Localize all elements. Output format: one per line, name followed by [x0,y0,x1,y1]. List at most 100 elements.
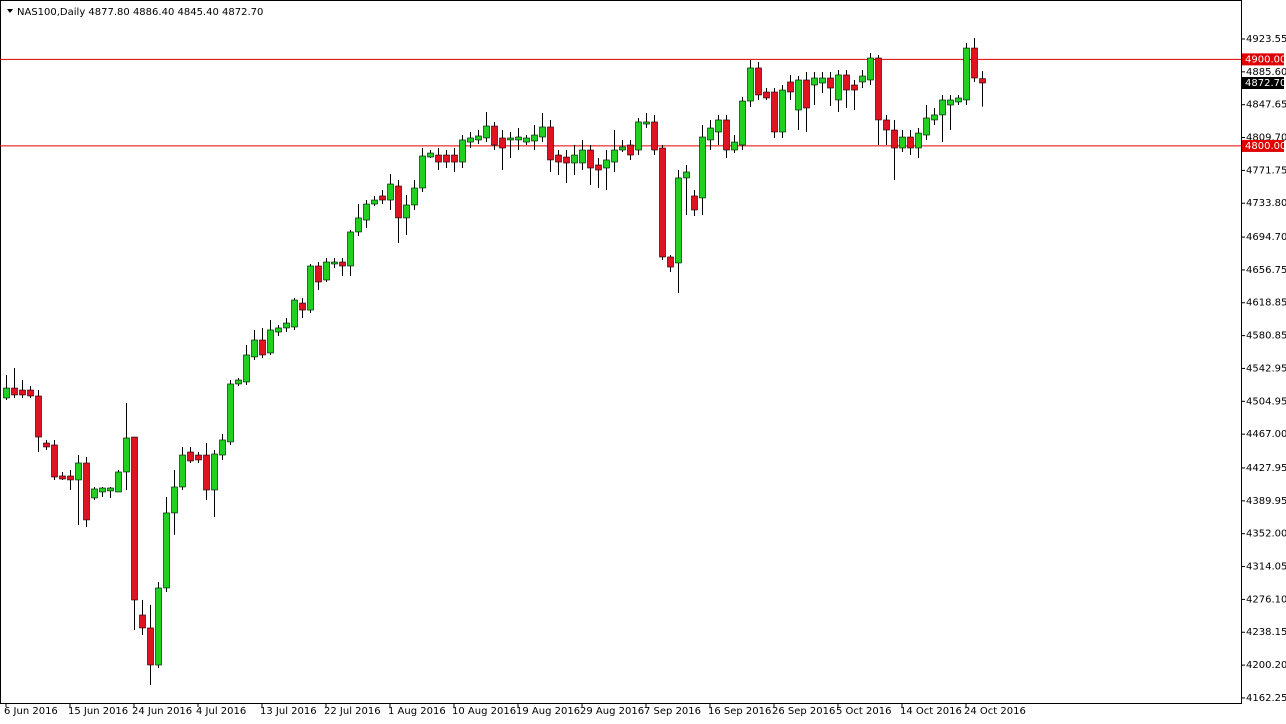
y-tick-label: 4580.85 [1246,331,1286,342]
candle-body [347,231,354,267]
candle-body [155,587,162,666]
candle-body [723,119,730,151]
candle-body [371,199,378,205]
candle-body [91,488,98,499]
candle-body [875,57,882,121]
chart-title: NAS100,Daily 4877.80 4886.40 4845.40 487… [17,7,263,18]
candle-body [507,137,514,141]
candle-body [675,177,682,264]
y-tick-label: 4694.70 [1246,232,1286,243]
y-tick-label: 4352.00 [1246,529,1286,540]
candle-body [771,91,778,133]
candle-body [483,125,490,139]
candle-body [835,74,842,101]
candle-body [691,195,698,211]
candle-body [539,126,546,138]
y-tick-label: 4389.95 [1246,496,1286,507]
candle-body [427,152,434,158]
candle-body [979,78,986,84]
candle-body [323,261,330,281]
candle-body [971,47,978,79]
candle-body [283,322,290,329]
y-tick-label: 4923.55 [1246,34,1286,45]
candle-body [379,195,386,201]
x-tick-label: 19 Aug 2016 [516,706,580,717]
candle-body [51,444,58,478]
candle-body [955,97,962,103]
candle-body [83,462,90,521]
x-tick-label: 13 Jul 2016 [260,706,317,717]
candle-body [363,203,370,221]
candle-body [355,217,362,233]
candle-body [259,339,266,356]
h-line-tag [1242,53,1284,66]
y-tick-label: 4504.95 [1246,396,1286,407]
candle-body [867,57,874,81]
x-tick-label: 15 Jun 2016 [68,706,128,717]
h-line-tag [1242,139,1284,152]
candle-body [203,454,210,491]
x-tick-label: 22 Jul 2016 [324,706,381,717]
y-tick-label: 4467.00 [1246,429,1286,440]
candle-body [195,454,202,461]
candle-body [491,125,498,146]
candle-body [19,389,26,396]
candle-body [163,512,170,589]
candle-body [395,185,402,219]
candle-body [459,139,466,163]
candle-body [851,84,858,91]
candle-body [443,154,450,163]
candle-body [587,149,594,169]
y-tick-label: 4427.95 [1246,463,1286,474]
x-tick-label: 6 Jun 2016 [4,706,58,717]
candle-body [635,121,642,151]
candle-body [715,119,722,133]
candle-body [603,159,610,169]
candle-body [235,379,242,385]
candle-body [779,89,786,133]
candle-body [547,126,554,161]
candle-body [531,134,538,142]
candle-body [579,149,586,164]
candle-body [947,99,954,106]
candle-body [275,327,282,333]
candle-body [627,144,634,156]
candle-body [803,79,810,109]
x-tick-label: 5 Oct 2016 [836,706,891,717]
y-tick-label: 4847.65 [1246,100,1286,111]
candle-body [595,164,602,171]
candle-body [755,67,762,96]
candle-body [131,436,138,601]
candle-body [411,187,418,206]
candle-body [123,437,130,473]
x-tick-label: 1 Aug 2016 [388,706,446,717]
y-tick-label: 4618.85 [1246,298,1286,309]
candle-body [43,442,50,448]
candle-body [139,614,146,629]
candle-body [251,339,258,358]
x-tick-label: 24 Oct 2016 [964,706,1026,717]
candle-body [571,154,578,164]
candle-body [299,302,306,311]
candle-body [267,329,274,354]
candle-body [35,395,42,438]
candle-body [843,74,850,91]
candle-body [435,154,442,163]
candle-body [643,121,650,125]
candle-body [819,77,826,84]
candle-body [827,77,834,89]
candle-body [659,147,666,258]
plot-frame [0,0,1242,704]
candle-body [27,389,34,397]
candle-body [467,137,474,143]
candle-body [763,91,770,99]
x-tick-label: 24 Jun 2016 [132,706,192,717]
candle-body [555,154,562,163]
candle-body [403,204,410,219]
candle-body [731,141,738,151]
candle-body [179,454,186,488]
y-tick-label: 4733.80 [1246,198,1286,209]
candle-body [307,265,314,311]
